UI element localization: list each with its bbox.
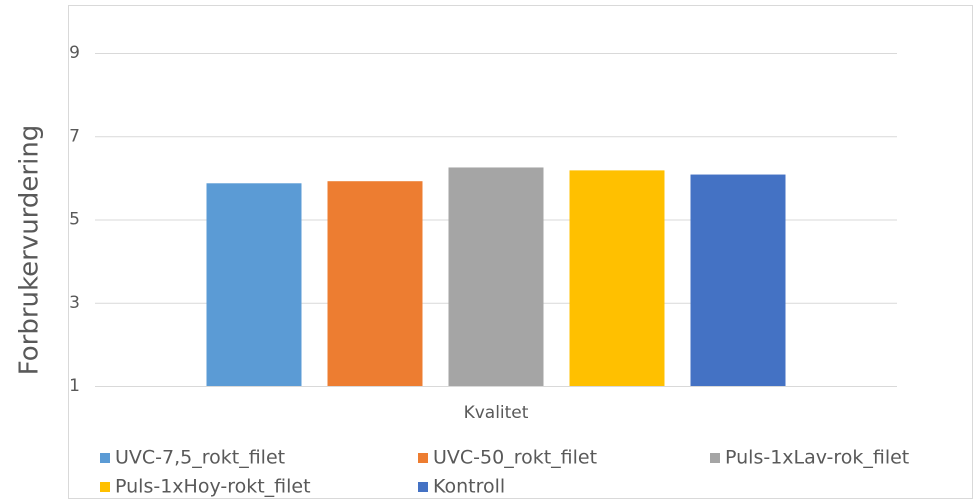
x-tick-label: Kvalitet [464,403,529,423]
bar [690,174,786,386]
y-tick-label: 3 [69,293,80,313]
legend-swatch [100,453,110,463]
legend-label: Puls-1xLav-rok_filet [725,447,909,469]
legend-swatch [418,453,428,463]
bar [448,167,544,386]
legend-label: UVC-50_rokt_filet [433,447,597,469]
legend-swatch [710,453,720,463]
y-tick-label: 5 [69,210,80,230]
bar [327,181,423,386]
bar [569,170,665,386]
legend-label: Kontroll [433,476,505,498]
legend-label: Puls-1xHoy-rokt_filet [115,476,311,498]
y-axis-title: Forbrukervurdering [15,125,45,376]
bar [206,183,302,386]
legend-swatch [418,482,428,492]
legend-swatch [100,482,110,492]
y-tick-label: 7 [69,126,80,146]
y-tick-label: 1 [69,376,80,396]
y-tick-label: 9 [69,43,80,63]
legend-label: UVC-7,5_rokt_filet [115,447,285,469]
